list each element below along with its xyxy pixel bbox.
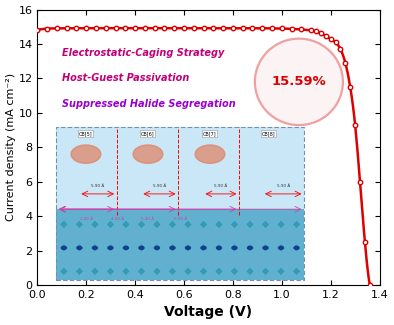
Text: 15.59%: 15.59% <box>271 75 326 88</box>
Y-axis label: Current density (mA cm⁻²): Current density (mA cm⁻²) <box>6 73 15 221</box>
Text: Host-Guest Passivation: Host-Guest Passivation <box>62 73 189 84</box>
Text: Electrostatic-Caging Strategy: Electrostatic-Caging Strategy <box>62 47 224 58</box>
X-axis label: Voltage (V): Voltage (V) <box>164 306 253 319</box>
Ellipse shape <box>255 39 343 125</box>
Text: Suppressed Halide Segregation: Suppressed Halide Segregation <box>62 99 236 109</box>
